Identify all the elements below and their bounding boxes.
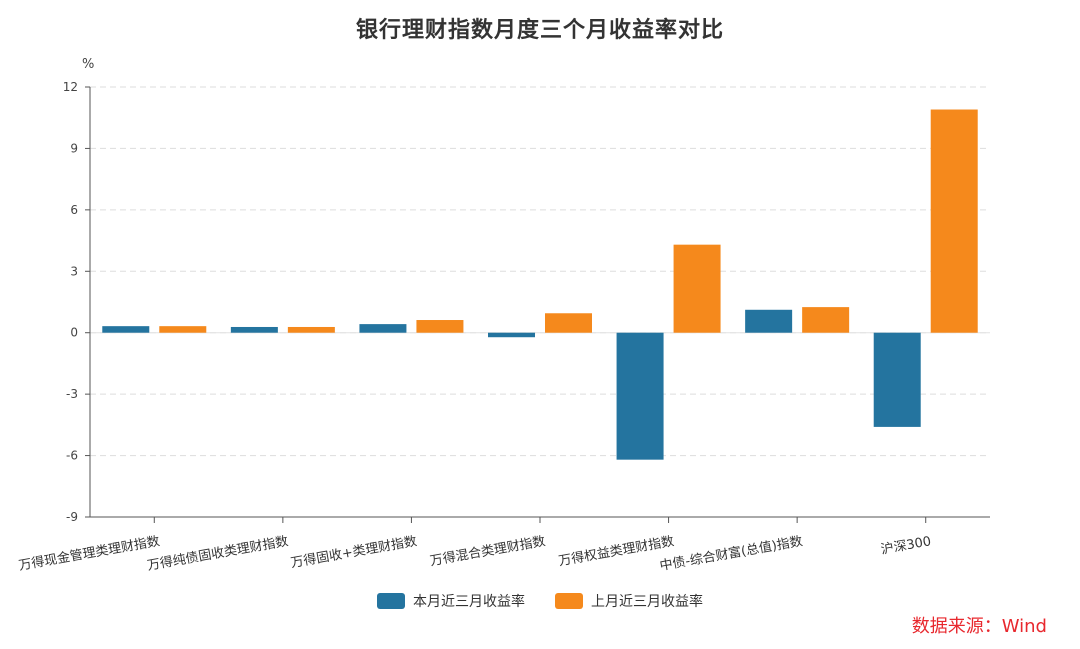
y-tick-label: -9 [66, 510, 78, 524]
chart-title: 银行理财指数月度三个月收益率对比 [355, 18, 724, 43]
y-tick-label: 6 [70, 203, 78, 217]
x-tick-label: 万得固收+类理财指数 [289, 533, 418, 571]
bar-current-7[interactable] [873, 332, 921, 427]
bar-previous-2[interactable] [287, 326, 335, 333]
gridlines [90, 86, 990, 457]
bar-previous-3[interactable] [416, 320, 464, 333]
source-note: 数据来源：Wind [911, 616, 1047, 637]
bar-previous-7[interactable] [930, 109, 978, 333]
y-tick-label: 9 [70, 141, 78, 155]
x-tick-label: 中债-综合财富(总值)指数 [658, 533, 803, 574]
bar-current-6[interactable] [745, 309, 793, 333]
x-tick-label: 万得权益类理财指数 [557, 533, 675, 569]
y-axis-unit-label: % [82, 57, 94, 72]
y-tick-label: -6 [66, 449, 78, 463]
x-tick-label: 万得纯债固收类理财指数 [146, 533, 290, 574]
bar-current-1[interactable] [102, 326, 150, 333]
legend-item-current[interactable]: 本月近三月收益率 [377, 591, 525, 611]
x-tick-label: 万得混合类理财指数 [429, 533, 547, 569]
y-tick-label: 12 [63, 80, 78, 94]
legend-label-current: 本月近三月收益率 [413, 594, 525, 610]
legend-item-previous[interactable]: 上月近三月收益率 [555, 591, 703, 611]
bar-current-4[interactable] [488, 332, 535, 338]
y-tick-label: 0 [70, 326, 78, 340]
legend-swatch-current [377, 593, 405, 609]
legend-swatch-previous [555, 593, 583, 609]
bar-current-3[interactable] [359, 324, 407, 333]
y-tick-label: 3 [70, 264, 78, 278]
legend: 本月近三月收益率 上月近三月收益率 [0, 591, 1080, 611]
bar-previous-6[interactable] [802, 307, 850, 333]
bar-previous-4[interactable] [545, 313, 592, 333]
y-tick-label: -3 [66, 387, 78, 401]
legend-label-previous: 上月近三月收益率 [591, 594, 703, 610]
bar-current-2[interactable] [230, 326, 278, 333]
bar-previous-1[interactable] [159, 326, 207, 333]
bars [102, 109, 978, 460]
x-tick-label: 沪深300 [880, 533, 933, 558]
bar-previous-5[interactable] [673, 244, 721, 333]
bar-current-5[interactable] [616, 332, 664, 460]
x-tick-label: 万得现金管理类理财指数 [17, 533, 161, 574]
